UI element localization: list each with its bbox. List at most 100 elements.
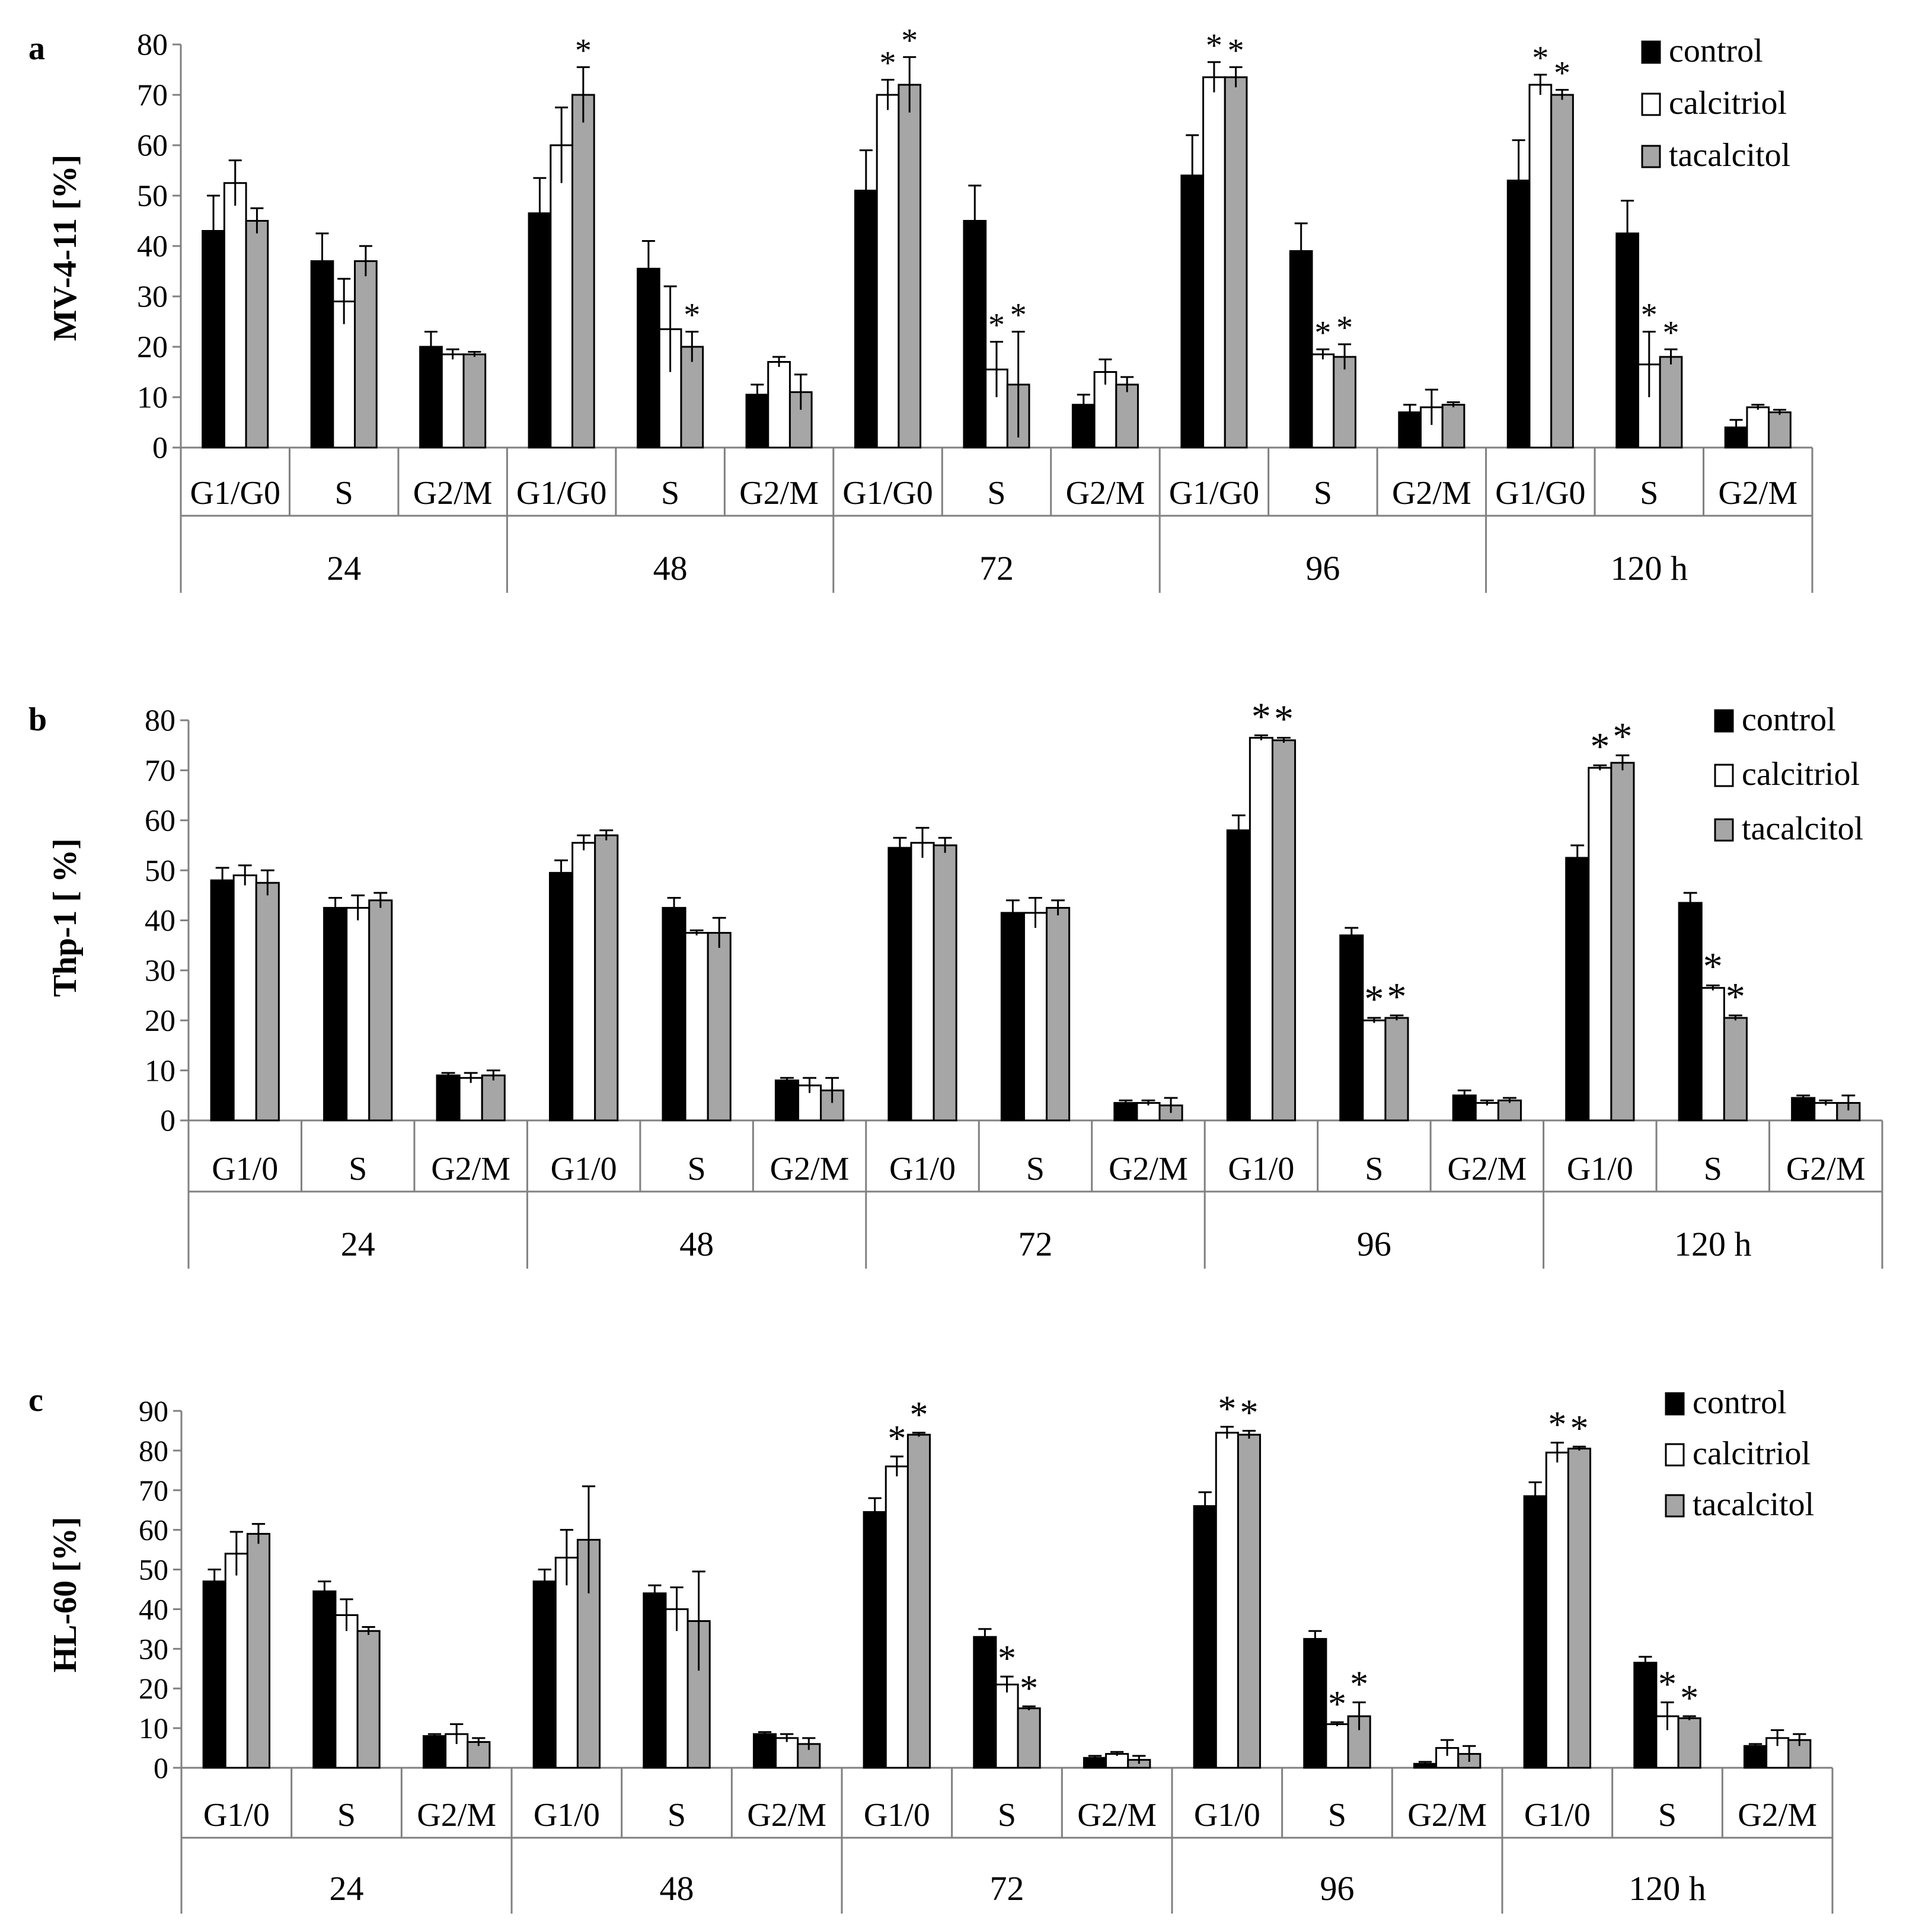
bar-c-control-1 [312, 1590, 337, 1769]
group-label-b-3: 96 [1357, 1225, 1391, 1263]
significance-star-c-tacalcitol-10: * [1350, 1665, 1368, 1705]
x-tick-label-b-2: G2/M [431, 1151, 510, 1187]
x-tick-label-c-14: G2/M [1738, 1797, 1817, 1834]
significance-star-a-calcitriol-13: * [1641, 297, 1658, 334]
group-label-a-4: 120 h [1611, 549, 1688, 587]
bar-b-calcitriol-6 [910, 842, 935, 1122]
x-tick-label-b-6: G1/0 [889, 1151, 956, 1187]
panel-letter-c: c [28, 1382, 43, 1419]
bar-c-control-5 [752, 1733, 777, 1769]
y-tick-label-a-7: 70 [137, 79, 168, 113]
x-tick-label-b-3: G1/0 [551, 1151, 617, 1187]
significance-star-c-calcitriol-12: * [1548, 1405, 1566, 1445]
legend-swatch-control-c [1665, 1392, 1685, 1416]
bar-b-control-6 [887, 847, 912, 1122]
bar-a-calcitriol-2 [440, 353, 465, 449]
legend-c: control calcitriol tacalcitol [1665, 1384, 1814, 1523]
x-tick-label-a-7: S [987, 475, 1005, 512]
significance-star-a-tacalcitol-12: * [1554, 55, 1570, 92]
x-tick-label-a-13: S [1640, 475, 1658, 512]
significance-star-c-calcitriol-13: * [1658, 1665, 1677, 1705]
significance-star-a-calcitriol-12: * [1532, 40, 1548, 76]
bar-c-tacalcitol-6 [906, 1433, 931, 1769]
bar-c-tacalcitol-2 [467, 1741, 491, 1769]
bar-b-calcitriol-8 [1136, 1101, 1161, 1122]
bar-c-calcitriol-5 [775, 1737, 799, 1769]
bar-c-calcitriol-3 [554, 1556, 579, 1769]
bar-b-calcitriol-9 [1249, 737, 1273, 1122]
bar-c-calcitriol-10 [1325, 1723, 1349, 1769]
bar-c-tacalcitol-0 [246, 1532, 271, 1769]
significance-star-a-calcitriol-9: * [1206, 27, 1222, 64]
significance-star-c-tacalcitol-6: * [909, 1395, 928, 1435]
bar-a-tacalcitol-14 [1768, 411, 1792, 449]
significance-star-a-tacalcitol-4: * [684, 297, 700, 334]
bar-c-control-4 [643, 1592, 667, 1769]
group-label-a-2: 72 [979, 549, 1014, 587]
bar-a-control-10 [1289, 250, 1313, 449]
bar-b-tacalcitol-13 [1723, 1017, 1748, 1122]
significance-star-a-calcitriol-6: * [880, 45, 896, 82]
x-tick-label-c-4: S [668, 1797, 686, 1834]
bar-b-calcitriol-12 [1588, 767, 1613, 1122]
significance-star-b-calcitriol-10: * [1364, 978, 1384, 1021]
x-tick-label-c-1: S [337, 1797, 356, 1834]
y-tick-label-c-2: 20 [139, 1672, 168, 1705]
bar-b-control-13 [1678, 902, 1703, 1122]
bar-b-calcitriol-4 [684, 932, 709, 1122]
x-tick-label-c-10: S [1328, 1797, 1346, 1834]
significance-star-c-calcitriol-9: * [1218, 1389, 1236, 1429]
x-tick-label-b-14: G2/M [1786, 1151, 1866, 1187]
bar-b-tacalcitol-9 [1271, 739, 1297, 1122]
bar-b-tacalcitol-0 [255, 882, 280, 1122]
y-axis-label-a: MV-4-11 [%] [47, 155, 84, 341]
bar-b-calcitriol-14 [1813, 1101, 1838, 1122]
legend-swatch-tacalcitol-a [1641, 145, 1661, 168]
bar-a-calcitriol-14 [1746, 406, 1770, 449]
bar-a-control-2 [419, 346, 443, 449]
x-tick-label-b-9: G1/0 [1228, 1151, 1294, 1187]
legend-swatch-tacalcitol-c [1665, 1494, 1685, 1518]
significance-star-a-tacalcitol-13: * [1662, 314, 1679, 351]
bar-b-tacalcitol-7 [1046, 906, 1071, 1122]
y-tick-label-a-1: 10 [137, 381, 168, 415]
bar-c-calcitriol-6 [885, 1465, 909, 1769]
bar-b-calcitriol-10 [1362, 1019, 1387, 1122]
bar-b-tacalcitol-3 [594, 834, 619, 1122]
bar-b-control-4 [662, 906, 687, 1122]
legend-label-control-c: control [1693, 1384, 1787, 1421]
x-tick-label-c-9: G1/0 [1194, 1797, 1260, 1834]
bar-c-calcitriol-7 [995, 1684, 1019, 1769]
bar-a-control-0 [202, 230, 225, 449]
significance-star-b-calcitriol-13: * [1703, 945, 1723, 988]
group-label-b-2: 72 [1018, 1225, 1053, 1263]
bar-b-tacalcitol-10 [1384, 1017, 1409, 1122]
x-tick-label-c-0: G1/0 [203, 1797, 270, 1834]
x-tick-label-b-5: G2/M [770, 1151, 850, 1187]
y-axis-label-b: Thp-1 [ %] [47, 838, 84, 997]
x-tick-label-b-7: S [1026, 1151, 1045, 1187]
significance-star-a-calcitriol-7: * [988, 307, 1005, 344]
x-tick-label-c-13: S [1658, 1797, 1677, 1834]
bar-b-tacalcitol-11 [1497, 1099, 1522, 1122]
group-label-a-1: 48 [653, 549, 688, 587]
bar-a-tacalcitol-10 [1333, 356, 1356, 449]
bar-b-control-10 [1339, 934, 1364, 1122]
legend-label-tacalcitol-a: tacalcitol [1669, 137, 1790, 174]
y-tick-label-c-7: 70 [139, 1474, 168, 1507]
y-tick-label-c-5: 50 [139, 1553, 168, 1586]
group-label-c-4: 120 h [1629, 1869, 1706, 1908]
bar-b-tacalcitol-6 [933, 844, 957, 1122]
significance-star-a-tacalcitol-9: * [1228, 32, 1244, 69]
significance-star-c-calcitriol-10: * [1328, 1684, 1346, 1725]
bar-b-control-12 [1565, 857, 1590, 1122]
bar-c-control-10 [1303, 1638, 1327, 1769]
bar-c-calcitriol-12 [1545, 1451, 1569, 1769]
bar-a-control-9 [1180, 174, 1205, 449]
bar-a-calcitriol-0 [223, 182, 247, 449]
x-tick-label-a-12: G1/G0 [1495, 475, 1585, 512]
bar-a-calcitriol-5 [767, 361, 791, 449]
bar-a-calcitriol-6 [876, 94, 900, 449]
legend-label-control-b: control [1742, 701, 1836, 738]
bar-b-calcitriol-3 [571, 842, 596, 1122]
